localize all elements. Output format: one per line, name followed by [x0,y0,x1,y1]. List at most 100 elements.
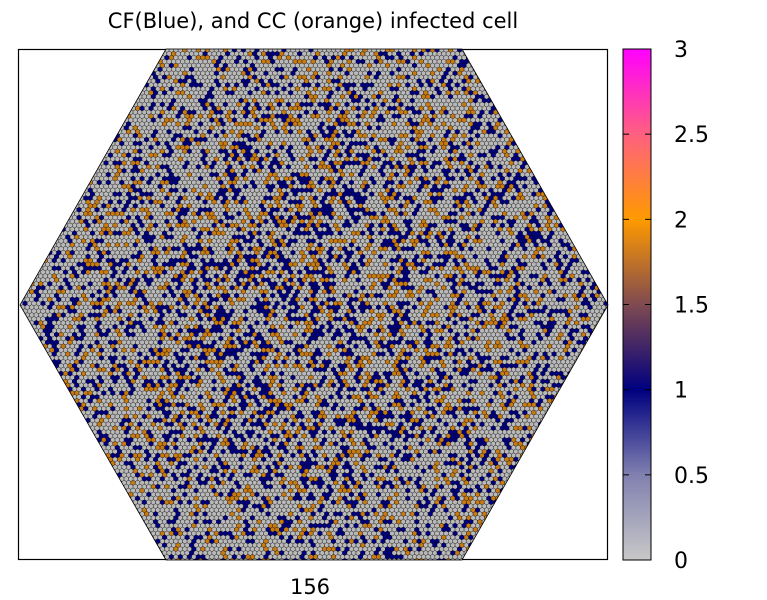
hex-cell [104,43,109,48]
hex-cell [95,43,100,48]
hex-cell [198,43,203,48]
hex-cell [608,114,613,119]
hex-cell [428,43,433,48]
hex-cell [554,43,559,48]
hex-cell [14,153,19,158]
hex-cell [608,98,613,103]
hex-cell [342,43,347,48]
hex-cell [577,43,582,48]
chart-title: CF(Blue), and CC (orange) infected cell [108,9,518,33]
hex-cell [284,43,289,48]
hex-cell [288,43,293,48]
hex-cell [347,43,352,48]
hex-cell [90,43,95,48]
hex-cell [581,43,586,48]
hex-cell [203,43,208,48]
hex-cell [608,160,613,165]
hex-cell [608,59,613,64]
hex-cell [153,43,158,48]
hex-cell [252,43,257,48]
hex-cell [374,43,379,48]
hex-cell [225,43,230,48]
hex-cell [167,43,172,48]
hex-cell [212,43,217,48]
hex-cell [473,43,478,48]
hex-cell [14,184,19,189]
hex-cell [608,82,613,87]
hex-cell [14,98,19,103]
hex-cell [171,43,176,48]
hex-cell [50,43,55,48]
hex-cell [149,43,154,48]
hex-cell [189,43,194,48]
hex-cell [608,145,613,150]
hex-cell [117,43,122,48]
hex-cell [270,43,275,48]
hex-cell [63,43,68,48]
hex-cell [14,106,19,111]
hex-cell [68,43,73,48]
hex-cell [532,43,537,48]
hex-cell [464,43,469,48]
hex-cell [608,43,613,48]
hex-cell [527,43,532,48]
hex-cell [36,43,41,48]
hex-cell [180,43,185,48]
hex-cell [248,43,253,48]
hex-cell [550,43,555,48]
hex-cell [41,43,46,48]
hex-cell [392,43,397,48]
hex-cell [14,129,19,134]
hex-cell [590,43,595,48]
hex-cell [14,121,19,126]
hex-cell [482,43,487,48]
hex-cell [338,43,343,48]
hex-cell [14,168,19,173]
hex-cell [99,43,104,48]
hex-cell [433,43,438,48]
hex-cell [207,43,212,48]
hex-cell [302,43,307,48]
hex-cell [608,137,613,142]
hex-cell [14,114,19,119]
hex-cell [496,43,501,48]
hex-cell [185,43,190,48]
hex-cell [595,43,600,48]
hex-cell [523,43,528,48]
hex-cell [608,153,613,158]
hex-cell [356,43,361,48]
hex-cell [45,43,50,48]
hex-cell [230,43,235,48]
hex-cell [14,59,19,64]
hex-cell [279,43,284,48]
hex-cell [221,43,226,48]
hex-cell [397,43,402,48]
hex-cell [14,145,19,150]
hex-cell [297,43,302,48]
hex-cell [77,43,82,48]
hex-cell [14,90,19,95]
hex-cell [324,43,329,48]
hex-cell [131,43,136,48]
hex-cell [410,43,415,48]
hex-cell [320,43,325,48]
hex-cell [306,43,311,48]
hex-cell [559,43,564,48]
hex-cell [194,43,199,48]
hex-cell [14,82,19,87]
hex-cell [311,43,316,48]
hex-cell [446,43,451,48]
hex-cell [563,43,568,48]
hex-cell [455,43,460,48]
hex-cell [239,43,244,48]
hex-cell [608,67,613,72]
hex-cell [18,43,23,48]
hex-cell [81,43,86,48]
hex-cell [608,51,613,56]
hex-cell [14,137,19,142]
hex-cell [460,43,465,48]
hex-cell [586,43,591,48]
hex-cell [261,43,266,48]
hex-cell [419,43,424,48]
